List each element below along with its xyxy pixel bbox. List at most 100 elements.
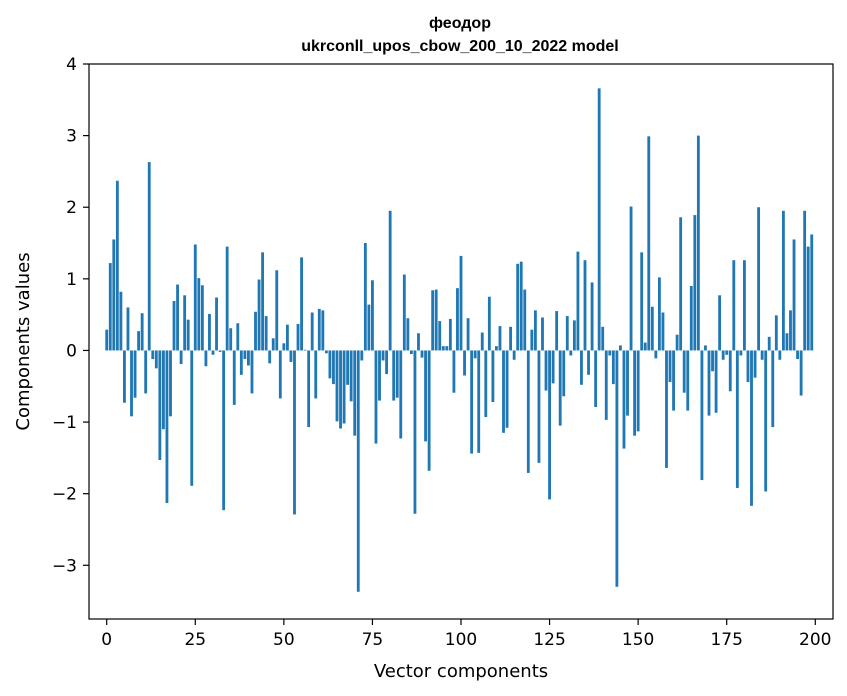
y-tick-label: 2 (66, 198, 77, 218)
bar (477, 350, 481, 453)
bar (133, 350, 137, 398)
bar (498, 326, 502, 351)
bar (119, 291, 123, 351)
bar (636, 350, 640, 432)
bar (799, 350, 803, 396)
chart-title: феодор (429, 15, 491, 32)
x-tick-label: 25 (184, 630, 206, 650)
bar (158, 350, 162, 461)
bar (285, 324, 289, 351)
bar (456, 288, 459, 351)
bar (679, 217, 683, 351)
bar (526, 350, 530, 473)
bar (558, 350, 562, 426)
bar (792, 239, 796, 351)
bars-group (105, 88, 814, 592)
bar (785, 333, 789, 351)
bar (643, 342, 647, 351)
bar (317, 308, 321, 351)
bar (689, 286, 693, 351)
bar (243, 350, 247, 360)
bar (452, 350, 456, 393)
bar (622, 350, 626, 449)
bar (367, 304, 371, 351)
bar (583, 260, 587, 351)
bar (314, 350, 318, 399)
bar (629, 206, 633, 351)
bar (147, 162, 151, 351)
bar (572, 320, 576, 351)
bar (208, 313, 211, 351)
bar (590, 282, 594, 351)
bar (459, 255, 463, 351)
bar (378, 350, 381, 401)
bar (278, 350, 282, 399)
bar (409, 350, 413, 355)
bar (115, 180, 119, 351)
y-tick-label: 0 (66, 341, 77, 361)
bar (268, 350, 272, 364)
bar (743, 260, 746, 351)
y-tick-label: 4 (66, 55, 77, 75)
bar (487, 296, 491, 351)
bar (183, 295, 187, 351)
plot-frame (88, 63, 834, 620)
bar (420, 350, 424, 358)
bar (310, 312, 314, 351)
bar (151, 350, 155, 360)
bar (108, 263, 112, 351)
bar (363, 243, 367, 351)
bar (427, 350, 431, 471)
bar (512, 350, 516, 360)
bar (193, 244, 197, 351)
bar (186, 319, 190, 351)
bar (537, 350, 541, 463)
bar (587, 350, 590, 375)
bar (732, 260, 736, 351)
bar (661, 312, 665, 351)
bar (424, 350, 427, 442)
bar (693, 215, 697, 351)
bar (760, 350, 764, 360)
y-tick-label: 3 (66, 127, 77, 147)
bar (757, 207, 761, 351)
bar (611, 350, 615, 385)
bar (356, 350, 360, 592)
bar (441, 346, 445, 351)
bar (505, 350, 509, 428)
bar (339, 350, 342, 429)
x-tick-label: 125 (533, 630, 565, 650)
bar (324, 350, 328, 354)
bar (154, 350, 158, 369)
bar (810, 234, 814, 351)
bar (402, 274, 406, 351)
bar (700, 350, 704, 481)
bar (172, 301, 176, 351)
bar (523, 289, 527, 351)
bar (169, 350, 172, 417)
bar (604, 350, 608, 420)
bar (179, 350, 183, 365)
y-tick-label: 1 (66, 270, 77, 290)
bar (247, 350, 250, 366)
bar (533, 310, 537, 351)
chart-subtitle: ukrconll_upos_cbow_200_10_2022 model (301, 38, 618, 55)
bar (371, 280, 374, 351)
bar (473, 350, 477, 359)
bar (650, 306, 654, 351)
bar (509, 326, 513, 351)
bar (682, 350, 686, 393)
bar (789, 310, 792, 351)
y-tick-label: −2 (52, 485, 77, 505)
bar (806, 246, 810, 351)
bar (551, 350, 555, 384)
bar (346, 350, 350, 385)
bar (565, 316, 569, 351)
bar (491, 350, 495, 403)
bar (771, 350, 775, 428)
bar (200, 285, 204, 351)
bar (519, 261, 523, 351)
bar (580, 350, 583, 385)
bar (541, 317, 544, 351)
